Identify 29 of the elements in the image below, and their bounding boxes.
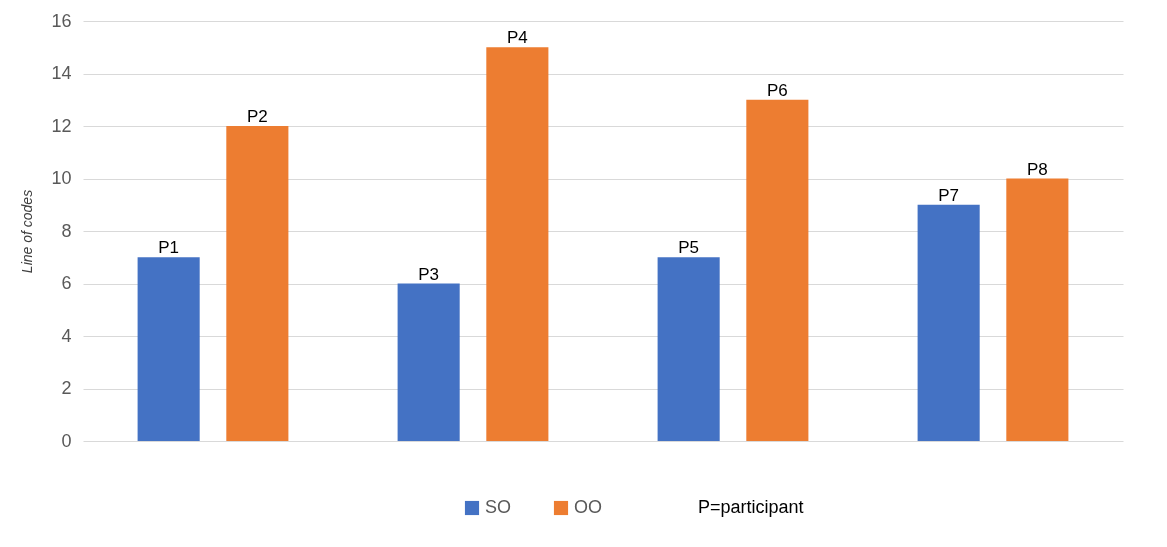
data-label: P5: [678, 238, 700, 258]
y-tick-label: 2: [61, 378, 72, 398]
data-label: P7: [938, 185, 960, 205]
y-tick-label: 16: [51, 10, 72, 31]
bar: [486, 47, 549, 441]
y-tick-label: 10: [51, 168, 72, 188]
y-tick-label: 6: [61, 273, 72, 293]
bar: [226, 126, 289, 441]
data-label: P4: [506, 28, 528, 48]
bar: [917, 204, 980, 441]
bar: [137, 257, 200, 441]
data-label: P8: [1026, 159, 1048, 179]
bar: [397, 283, 460, 441]
y-tick-label: 8: [61, 220, 72, 241]
y-axis-title: Line of codes: [19, 189, 36, 274]
data-label: P1: [158, 238, 180, 258]
bar: [657, 257, 720, 441]
y-tick-label: 4: [61, 325, 72, 346]
y-tick-label: 0: [61, 430, 72, 451]
data-label: P2: [246, 107, 268, 126]
legend-label: OO: [574, 497, 603, 517]
data-label: P6: [766, 80, 788, 100]
data-label: P3: [418, 264, 440, 284]
bar: [1006, 178, 1069, 441]
text: P=participant: [698, 497, 804, 517]
y-tick-label: 14: [51, 63, 72, 83]
bar: [746, 99, 809, 441]
y-tick-label: 12: [51, 115, 72, 136]
legend-label: SO: [485, 497, 512, 517]
